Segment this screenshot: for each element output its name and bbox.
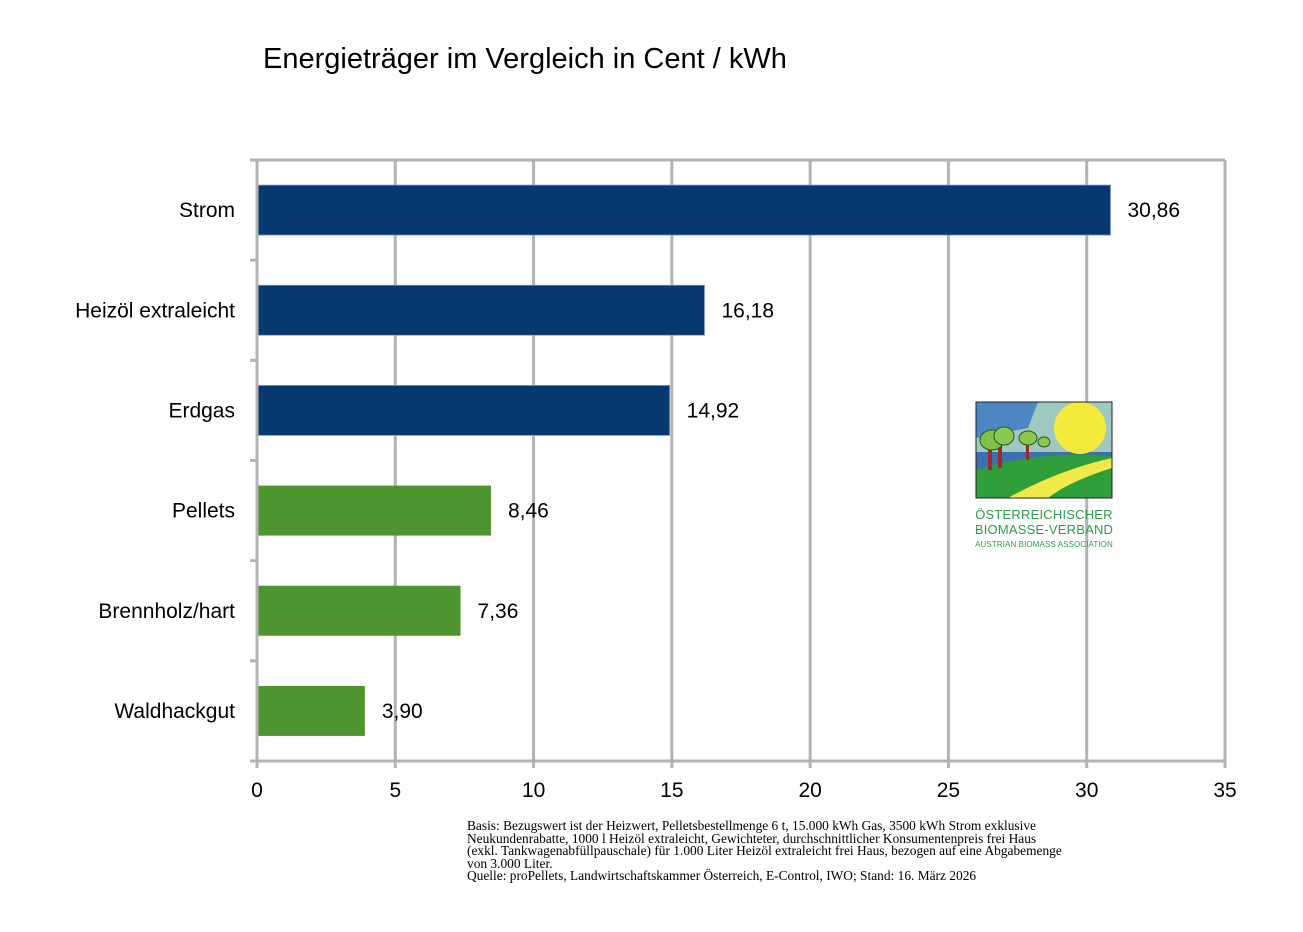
logo-landscape-icon <box>975 401 1113 499</box>
x-tick-label: 20 <box>798 779 821 802</box>
data-label: 16,18 <box>721 299 774 322</box>
footnote-line-1: Basis: Bezugswert ist der Heizwert, Pell… <box>467 818 1036 833</box>
data-label: 3,90 <box>382 700 423 723</box>
bar-1 <box>257 184 1111 236</box>
x-tick-label: 10 <box>522 779 545 802</box>
bar-2 <box>257 284 705 336</box>
logo-text-line-2: BIOMASSE-VERBAND <box>974 522 1114 537</box>
category-label: Pellets <box>172 500 235 523</box>
category-label: Strom <box>179 199 235 222</box>
x-tick-label: 15 <box>660 779 683 802</box>
data-labels: 30,86 16,18 14,92 8,46 7,36 3,90 <box>382 199 1180 723</box>
logo-text-line-3: AUSTRIAN BIOMASS ASSOCIATION <box>975 540 1113 549</box>
biomasse-verband-logo: ÖSTERREICHISCHER BIOMASSE-VERBAND AUSTRI… <box>968 398 1120 549</box>
logo-text-line-1: ÖSTERREICHISCHER <box>975 507 1113 522</box>
data-label: 7,36 <box>478 600 519 623</box>
category-label: Waldhackgut <box>114 700 235 723</box>
bar-3 <box>257 385 671 436</box>
footnote-line-2: Neukundenrabatte, 1000 l Heizöl extralei… <box>467 830 1037 846</box>
footnote-line-3: (exkl. Tankwagenabfüllpauschale) für 1.0… <box>467 843 1062 859</box>
category-label: Heizöl extraleicht <box>75 299 235 322</box>
data-label: 8,46 <box>508 500 549 523</box>
data-label: 30,86 <box>1127 199 1180 222</box>
footnote: Basis: Bezugswert ist der Heizwert, Pell… <box>467 818 1247 884</box>
category-label: Erdgas <box>168 399 235 422</box>
x-tick-label: 0 <box>251 779 263 802</box>
x-tick-label: 5 <box>389 779 401 802</box>
chart-title: Energieträger im Vergleich in Cent / kWh <box>263 43 787 75</box>
bar-6 <box>258 685 365 736</box>
x-tick-labels: 0 5 10 15 20 25 30 35 <box>251 779 1237 802</box>
x-tick-label: 30 <box>1075 779 1098 802</box>
category-labels: Strom Heizöl extraleicht Erdgas Pellets Bren… <box>75 199 235 723</box>
category-label: Brennholz/hart <box>98 600 235 623</box>
footnote-line-5: Quelle: proPellets, Landwirtschaftskamme… <box>467 868 977 884</box>
bar-4 <box>258 485 491 536</box>
x-tick-label: 25 <box>937 779 960 802</box>
x-tick-label: 35 <box>1213 779 1236 802</box>
bar-5 <box>258 585 461 636</box>
data-label: 14,92 <box>687 399 740 422</box>
footnote-line-4: von 3.000 Liter. <box>467 855 553 871</box>
axes <box>250 158 1225 763</box>
